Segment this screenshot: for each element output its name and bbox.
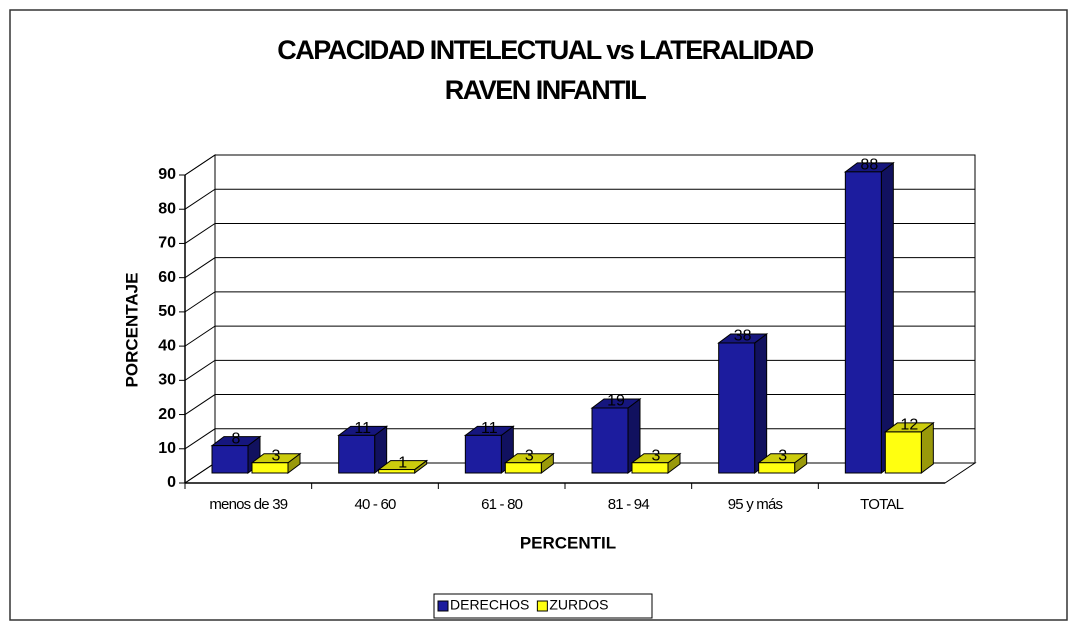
grid-line bbox=[184, 257, 975, 279]
grid-line bbox=[184, 291, 975, 313]
grid-line bbox=[184, 222, 975, 244]
bar bbox=[758, 462, 796, 474]
y-tick-label: 70 bbox=[158, 235, 176, 252]
value-label: 8 bbox=[232, 430, 241, 447]
legend-swatch bbox=[536, 600, 548, 612]
x-tick-label: 95 y más bbox=[728, 496, 783, 513]
value-label: 11 bbox=[354, 420, 371, 437]
x-tick-label: 61 - 80 bbox=[481, 496, 523, 513]
bar bbox=[718, 342, 756, 474]
y-tick-label: 40 bbox=[158, 337, 176, 354]
chart-title: CAPACIDAD INTELECTUAL vs LATERALIDAD bbox=[277, 35, 814, 65]
y-tick-label: 80 bbox=[158, 200, 176, 217]
y-tick-label: 20 bbox=[158, 406, 176, 423]
value-label: 88 bbox=[860, 157, 878, 174]
x-tick-label: TOTAL bbox=[860, 496, 903, 513]
grid-line bbox=[184, 188, 975, 210]
value-label: 12 bbox=[900, 417, 918, 434]
value-label: 3 bbox=[778, 447, 787, 464]
y-tick-label: 90 bbox=[158, 166, 176, 183]
bar bbox=[338, 434, 376, 474]
x-tick-label: menos de 39 bbox=[209, 496, 287, 513]
legend-swatch bbox=[437, 600, 449, 612]
y-axis-label: PORCENTAJE bbox=[122, 273, 141, 388]
bar bbox=[631, 462, 669, 474]
value-label: 3 bbox=[272, 447, 281, 464]
x-tick-label: 81 - 94 bbox=[608, 496, 650, 513]
bar bbox=[844, 171, 882, 474]
bar bbox=[251, 462, 289, 474]
bar bbox=[591, 407, 629, 474]
bar bbox=[211, 445, 249, 474]
legend-label: DERECHOS bbox=[450, 597, 529, 613]
grid-line bbox=[184, 325, 975, 347]
x-axis-label: PERCENTIL bbox=[520, 533, 616, 552]
bar bbox=[464, 434, 502, 474]
chart-subtitle: RAVEN INFANTIL bbox=[445, 75, 647, 105]
y-tick-label: 50 bbox=[158, 303, 176, 320]
y-tick-label: 10 bbox=[158, 440, 176, 457]
bar bbox=[378, 469, 416, 474]
value-label: 38 bbox=[734, 328, 752, 345]
value-label: 19 bbox=[607, 393, 625, 410]
grid-line bbox=[184, 154, 975, 176]
y-tick-label: 30 bbox=[158, 372, 176, 389]
value-label: 1 bbox=[398, 454, 407, 471]
bar-side bbox=[754, 332, 768, 474]
bar-side bbox=[880, 161, 894, 474]
value-label: 11 bbox=[481, 420, 498, 437]
value-label: 3 bbox=[525, 447, 534, 464]
x-tick-label: 40 - 60 bbox=[354, 496, 396, 513]
y-tick-label: 0 bbox=[167, 474, 176, 491]
bar bbox=[884, 431, 922, 474]
bar bbox=[504, 462, 542, 474]
side-wall bbox=[184, 154, 216, 484]
y-tick-label: 60 bbox=[158, 269, 176, 286]
legend-label: ZURDOS bbox=[549, 597, 608, 613]
value-label: 3 bbox=[652, 447, 661, 464]
